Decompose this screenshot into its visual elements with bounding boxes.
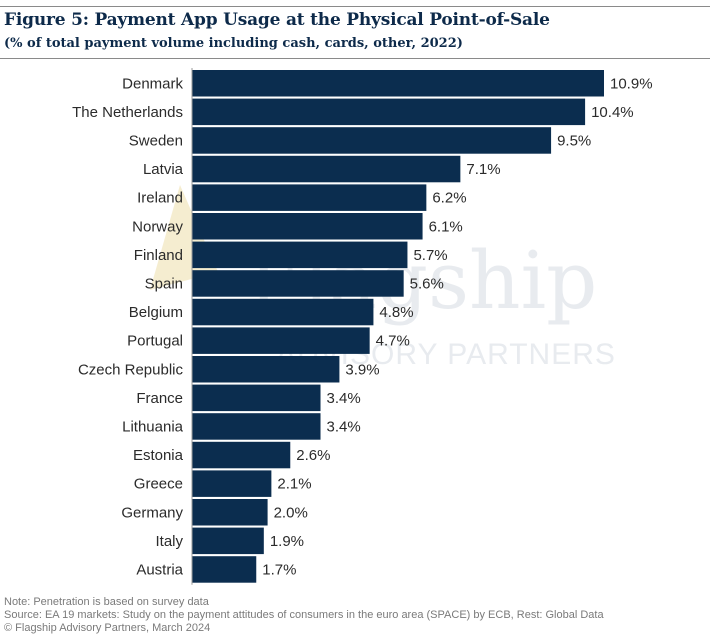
category-label: The Netherlands <box>72 104 183 121</box>
subtitle-rule <box>0 58 710 59</box>
value-label: 5.6% <box>410 275 444 292</box>
bar-denmark <box>192 70 604 97</box>
bar-portugal <box>192 327 370 354</box>
category-label: Germany <box>121 504 183 521</box>
bar-greece <box>192 470 272 497</box>
bar-ireland <box>192 184 427 211</box>
category-label: Ireland <box>137 190 183 207</box>
category-label: Norway <box>132 218 183 235</box>
value-label: 4.7% <box>376 333 410 350</box>
bar-lithuania <box>192 413 321 440</box>
bar-latvia <box>192 155 461 183</box>
value-label: 9.5% <box>557 132 591 149</box>
value-label: 1.9% <box>270 533 304 550</box>
category-label: Finland <box>134 247 183 264</box>
chart-title: Figure 5: Payment App Usage at the Physi… <box>4 10 550 30</box>
value-label: 6.1% <box>429 218 463 235</box>
bar-finland <box>192 241 408 269</box>
footer-source: Source: EA 19 markets: Study on the paym… <box>4 609 604 621</box>
value-label: 2.6% <box>296 447 330 464</box>
value-label: 4.8% <box>379 304 413 321</box>
category-label: Denmark <box>122 75 183 92</box>
category-label: Portugal <box>127 333 183 350</box>
category-label: Austria <box>136 561 183 578</box>
bar-austria <box>192 556 257 583</box>
category-label: Greece <box>134 476 183 493</box>
value-label: 10.9% <box>610 75 653 92</box>
category-label: France <box>136 390 183 407</box>
value-label: 1.7% <box>262 561 296 578</box>
category-label: Latvia <box>143 161 184 178</box>
category-label: Belgium <box>129 304 183 321</box>
bar-sweden <box>192 127 552 154</box>
bar-czech-republic <box>192 356 340 383</box>
chart-subtitle: (% of total payment volume including cas… <box>4 36 463 51</box>
bar-norway <box>192 213 423 240</box>
footer-note: Note: Penetration is based on survey dat… <box>4 596 209 608</box>
footer: Note: Penetration is based on survey dat… <box>4 596 604 635</box>
category-label: Czech Republic <box>78 361 184 378</box>
category-label: Estonia <box>133 447 184 464</box>
bar-chart: Flagship ADVISORY PARTNERS Denmark 10.9%T… <box>72 68 653 585</box>
value-label: 6.2% <box>432 190 466 207</box>
value-label: 7.1% <box>466 161 500 178</box>
top-rule <box>0 6 710 7</box>
bar-germany <box>192 499 268 526</box>
category-label: Spain <box>145 275 183 292</box>
value-label: 3.4% <box>327 418 361 435</box>
category-label: Sweden <box>129 132 183 149</box>
value-label: 3.4% <box>327 390 361 407</box>
value-label: 10.4% <box>591 104 634 121</box>
value-label: 2.1% <box>277 476 311 493</box>
bars-group: Denmark 10.9% The Netherlands 10.4% Sweden 9.… <box>72 70 653 583</box>
footer-copyright: © Flagship Advisory Partners, March 2024 <box>4 622 211 634</box>
category-label: Lithuania <box>122 418 184 435</box>
value-label: 2.0% <box>274 504 308 521</box>
value-label: 3.9% <box>345 361 379 378</box>
value-label: 5.7% <box>413 247 447 264</box>
bar-belgium <box>192 298 374 326</box>
bar-spain <box>192 270 404 297</box>
bar-estonia <box>192 441 291 469</box>
category-label: Italy <box>155 533 183 550</box>
bar-the-netherlands <box>192 98 586 126</box>
bar-italy <box>192 527 264 555</box>
bar-france <box>192 384 321 412</box>
